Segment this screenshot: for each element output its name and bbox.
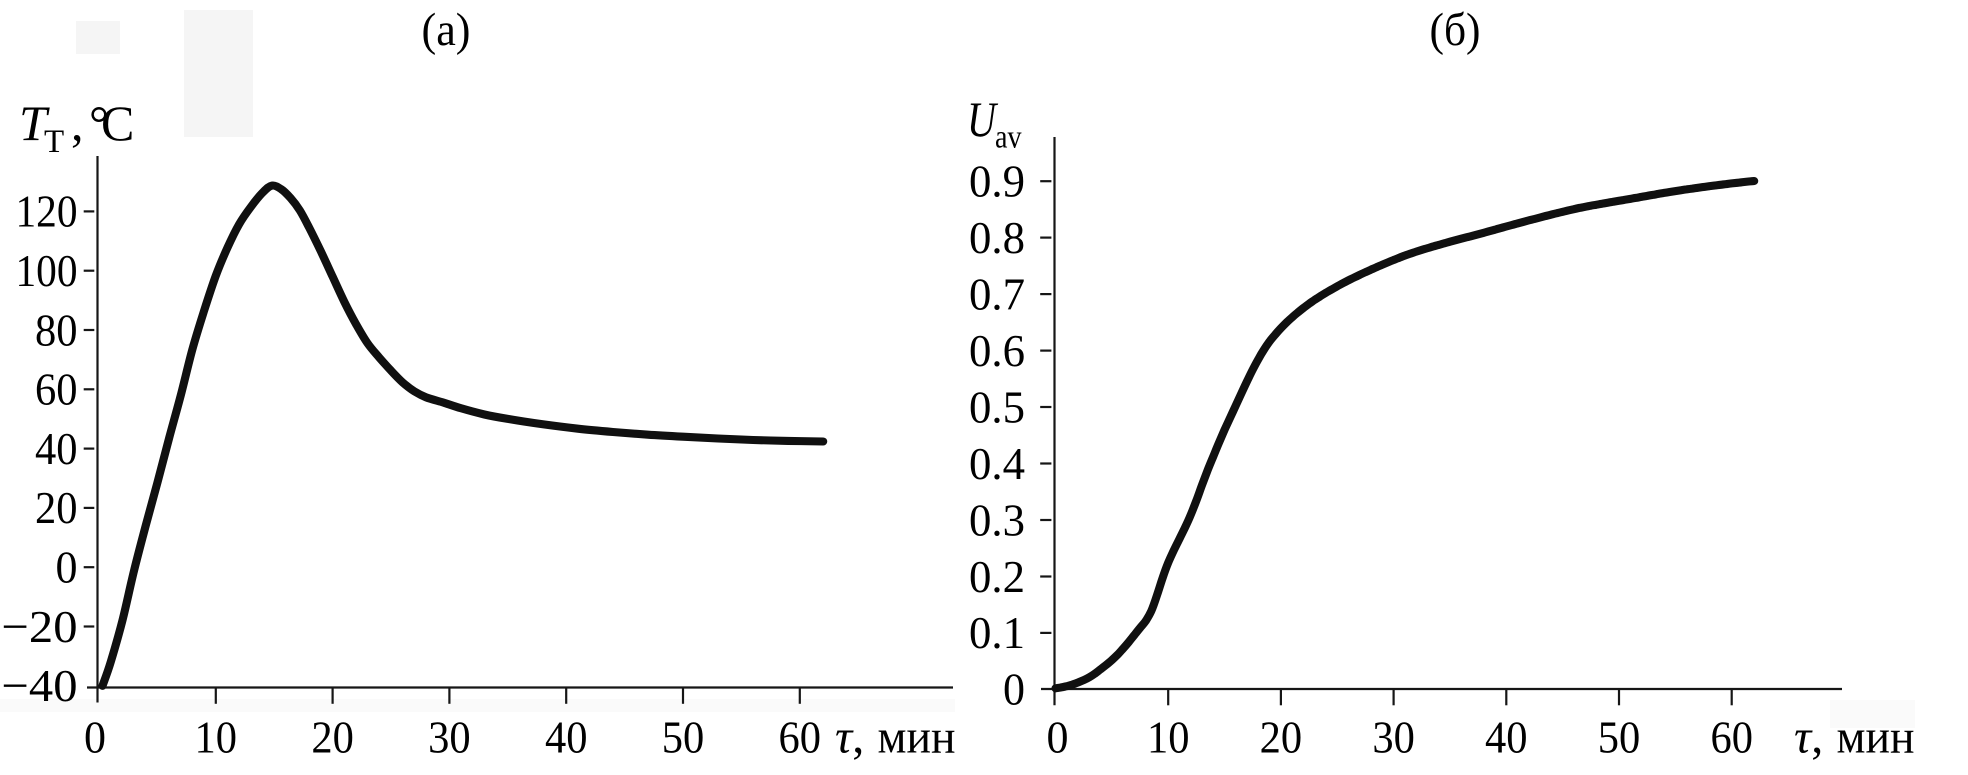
svg-text:0.3: 0.3 <box>969 494 1025 545</box>
svg-text:−40: −40 <box>2 660 78 711</box>
svg-text:0.7: 0.7 <box>969 268 1025 319</box>
svg-text:30: 30 <box>428 712 471 763</box>
svg-text:τ,: τ, <box>835 711 864 764</box>
svg-text:τ,: τ, <box>1794 711 1823 764</box>
svg-text:мин: мин <box>1837 711 1915 764</box>
svg-text:°: ° <box>89 95 109 151</box>
svg-text:120: 120 <box>16 186 78 237</box>
svg-text:,: , <box>71 95 84 151</box>
svg-text:0: 0 <box>1003 664 1025 715</box>
svg-text:(б): (б) <box>1430 4 1481 56</box>
svg-text:U: U <box>967 91 998 147</box>
svg-text:50: 50 <box>662 712 705 763</box>
svg-text:20: 20 <box>35 482 78 533</box>
svg-text:20: 20 <box>311 712 354 763</box>
svg-text:80: 80 <box>35 304 78 355</box>
svg-text:60: 60 <box>1710 712 1753 763</box>
svg-text:мин: мин <box>878 711 956 764</box>
svg-text:0: 0 <box>56 542 78 593</box>
svg-text:60: 60 <box>779 712 822 763</box>
svg-text:0: 0 <box>1047 712 1069 763</box>
svg-text:0.1: 0.1 <box>969 607 1025 658</box>
svg-text:100: 100 <box>16 245 78 296</box>
svg-text:av: av <box>995 120 1022 156</box>
svg-text:0.9: 0.9 <box>969 156 1025 207</box>
svg-text:40: 40 <box>545 712 588 763</box>
svg-text:0.4: 0.4 <box>969 438 1025 489</box>
svg-text:60: 60 <box>35 364 78 415</box>
svg-text:20: 20 <box>1260 712 1303 763</box>
svg-text:40: 40 <box>1485 712 1528 763</box>
svg-text:−20: −20 <box>2 601 78 652</box>
svg-text:T: T <box>19 95 50 151</box>
svg-text:(a): (a) <box>422 4 471 56</box>
svg-text:0.8: 0.8 <box>969 212 1025 263</box>
svg-text:0: 0 <box>84 712 106 763</box>
svg-text:0.5: 0.5 <box>969 381 1025 432</box>
svg-text:10: 10 <box>1147 712 1190 763</box>
svg-text:30: 30 <box>1372 712 1415 763</box>
svg-text:Т: Т <box>44 124 64 160</box>
svg-text:50: 50 <box>1598 712 1641 763</box>
svg-text:10: 10 <box>195 712 238 763</box>
svg-text:40: 40 <box>35 423 78 474</box>
svg-text:0.2: 0.2 <box>969 551 1025 602</box>
svg-text:0.6: 0.6 <box>969 325 1025 376</box>
svg-text:C: C <box>101 95 134 151</box>
